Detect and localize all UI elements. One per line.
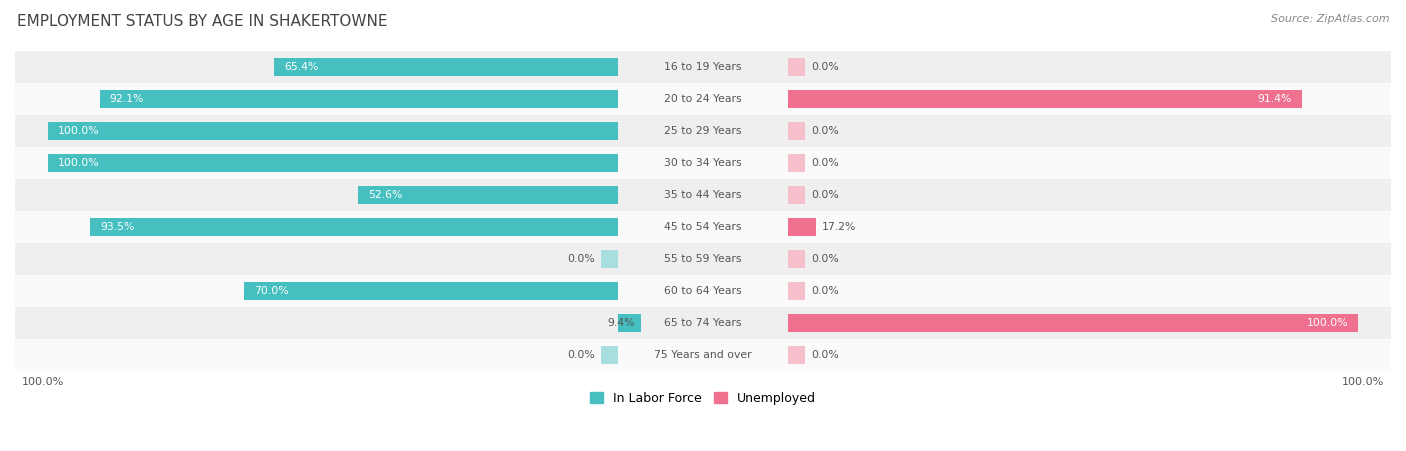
Text: 20 to 24 Years: 20 to 24 Years [664,94,742,104]
Bar [789,346,804,364]
Text: EMPLOYMENT STATUS BY AGE IN SHAKERTOWNE: EMPLOYMENT STATUS BY AGE IN SHAKERTOWNE [17,14,388,28]
Bar [789,58,804,76]
Bar [789,90,1302,108]
Bar [274,58,617,76]
Text: 100.0%: 100.0% [58,158,100,168]
Bar [789,218,815,236]
Bar [100,90,617,108]
Text: 75 Years and over: 75 Years and over [654,350,752,360]
Text: 35 to 44 Years: 35 to 44 Years [664,190,742,200]
Bar [789,186,804,204]
Text: 45 to 54 Years: 45 to 54 Years [664,222,742,232]
Text: 65.4%: 65.4% [284,62,319,72]
Text: 100.0%: 100.0% [58,126,100,136]
Bar [602,250,617,268]
Text: 0.0%: 0.0% [811,254,839,264]
Bar [15,147,1391,179]
Bar [617,314,641,332]
Text: 9.4%: 9.4% [607,318,636,328]
Bar [15,243,1391,275]
Text: 0.0%: 0.0% [567,350,595,360]
Bar [789,154,804,172]
Bar [48,122,617,140]
Text: 16 to 19 Years: 16 to 19 Years [664,62,742,72]
Text: 0.0%: 0.0% [567,254,595,264]
Legend: In Labor Force, Unemployed: In Labor Force, Unemployed [585,387,821,410]
Text: 17.2%: 17.2% [823,222,856,232]
Text: 0.0%: 0.0% [811,62,839,72]
Bar [15,339,1391,371]
Bar [15,83,1391,115]
Bar [245,282,617,300]
Bar [789,250,804,268]
Bar [48,154,617,172]
Text: 0.0%: 0.0% [811,350,839,360]
Text: 65 to 74 Years: 65 to 74 Years [664,318,742,328]
Text: 30 to 34 Years: 30 to 34 Years [664,158,742,168]
Bar [90,218,617,236]
Text: 25 to 29 Years: 25 to 29 Years [664,126,742,136]
Text: 52.6%: 52.6% [368,190,402,200]
Text: 70.0%: 70.0% [254,286,288,296]
Bar [359,186,617,204]
Text: 100.0%: 100.0% [1343,377,1385,387]
Bar [15,307,1391,339]
Text: Source: ZipAtlas.com: Source: ZipAtlas.com [1271,14,1389,23]
Text: 55 to 59 Years: 55 to 59 Years [664,254,742,264]
Text: 0.0%: 0.0% [811,158,839,168]
Bar [602,346,617,364]
Text: 91.4%: 91.4% [1258,94,1292,104]
Bar [789,314,1358,332]
Bar [789,282,804,300]
Text: 0.0%: 0.0% [811,126,839,136]
Text: 0.0%: 0.0% [811,286,839,296]
Text: 92.1%: 92.1% [110,94,143,104]
Bar [15,51,1391,83]
Text: 60 to 64 Years: 60 to 64 Years [664,286,742,296]
Bar [15,275,1391,307]
Bar [15,179,1391,211]
Text: 93.5%: 93.5% [100,222,135,232]
Bar [789,122,804,140]
Text: 100.0%: 100.0% [1306,318,1348,328]
Bar [15,211,1391,243]
Text: 0.0%: 0.0% [811,190,839,200]
Bar [15,115,1391,147]
Text: 100.0%: 100.0% [21,377,63,387]
